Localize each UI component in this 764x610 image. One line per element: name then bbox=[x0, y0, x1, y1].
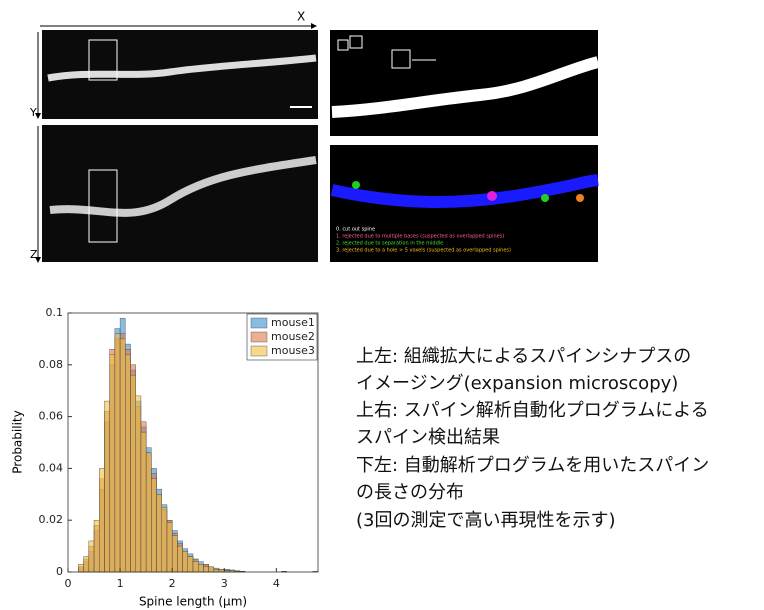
caption-line: 上左: 組織拡大によるスパインシナプスの bbox=[356, 346, 691, 367]
bar bbox=[151, 478, 157, 573]
y-tick-label: 0.04 bbox=[39, 461, 64, 474]
roi-box bbox=[88, 169, 118, 243]
caption-line: 上右: スパイン解析自動化プログラムによる bbox=[356, 400, 709, 421]
detection-legend: 3. rejected due to a hole > 5 voxels (su… bbox=[336, 248, 511, 254]
bar bbox=[130, 374, 136, 573]
spine-rejected bbox=[487, 191, 497, 201]
spine-rejected bbox=[352, 181, 360, 189]
bar bbox=[135, 395, 142, 573]
bar bbox=[114, 333, 121, 573]
detection-legend: 2. rejected due to separation in the mid… bbox=[336, 241, 443, 247]
image-mask bbox=[330, 30, 598, 136]
bar bbox=[125, 354, 131, 573]
caption-line: の長さの分布 bbox=[356, 482, 464, 503]
bar bbox=[187, 556, 194, 573]
plot-frame bbox=[67, 312, 319, 573]
legend-label: mouse3 bbox=[271, 344, 315, 357]
bar bbox=[156, 494, 162, 573]
dendrite bbox=[331, 56, 600, 118]
caption-line: スパイン検出結果 bbox=[356, 427, 500, 448]
bar bbox=[171, 535, 178, 573]
detection-legend: 0. cut out spine bbox=[336, 227, 375, 233]
legend-swatch bbox=[250, 317, 268, 329]
bar bbox=[99, 468, 105, 573]
bar bbox=[198, 564, 204, 573]
voxel-box bbox=[337, 35, 411, 69]
caption-line: 下左: 自動解析プログラムを用いたスパイン bbox=[356, 455, 709, 476]
bar bbox=[161, 507, 168, 573]
dendrite bbox=[330, 174, 599, 208]
y-tick-label: 0.02 bbox=[39, 513, 64, 526]
y-tick-label: 0.1 bbox=[46, 306, 64, 319]
legend-swatch bbox=[250, 331, 268, 343]
bar bbox=[182, 551, 188, 573]
caption-line: (3回の測定で高い再現性を示す) bbox=[356, 510, 616, 531]
y-axis-label: Probability bbox=[11, 410, 25, 473]
y-tick-label: 0.08 bbox=[39, 358, 64, 371]
bar bbox=[208, 566, 215, 573]
bar bbox=[166, 522, 173, 573]
detection-legend: 1. rejected due to multiple bases (suspe… bbox=[336, 234, 504, 240]
x-tick-label: 1 bbox=[117, 577, 124, 590]
x-tick-label: 2 bbox=[169, 577, 176, 590]
y-tick-label: 0.06 bbox=[39, 410, 64, 423]
spine-rejected bbox=[541, 194, 549, 202]
caption-line: イメージング(expansion microscopy) bbox=[356, 373, 678, 394]
bar bbox=[78, 564, 84, 573]
bar bbox=[177, 545, 183, 573]
dendrite bbox=[49, 156, 317, 217]
bar bbox=[145, 452, 152, 573]
x-axis-label: Spine length (μm) bbox=[139, 595, 247, 609]
bar bbox=[83, 556, 90, 573]
dendrite bbox=[47, 54, 317, 82]
axis-name: Z bbox=[30, 248, 38, 261]
y-tick-label: 0 bbox=[56, 565, 63, 578]
spine-rejected bbox=[576, 194, 584, 202]
axis-name: Y bbox=[29, 106, 37, 119]
legend-label: mouse2 bbox=[271, 330, 315, 343]
bar bbox=[109, 354, 116, 573]
bar bbox=[93, 520, 100, 573]
bar bbox=[140, 431, 147, 573]
x-tick-label: 0 bbox=[65, 577, 72, 590]
x-tick-label: 4 bbox=[273, 577, 280, 590]
bar bbox=[192, 561, 199, 573]
legend-label: mouse1 bbox=[271, 316, 315, 329]
roi-box bbox=[88, 39, 118, 81]
bar bbox=[104, 400, 110, 573]
legend-swatch bbox=[250, 345, 268, 357]
bar bbox=[203, 566, 209, 573]
x-tick-label: 3 bbox=[221, 577, 228, 590]
axis-name: X bbox=[297, 10, 305, 24]
bar bbox=[119, 338, 126, 573]
bar bbox=[88, 540, 95, 573]
